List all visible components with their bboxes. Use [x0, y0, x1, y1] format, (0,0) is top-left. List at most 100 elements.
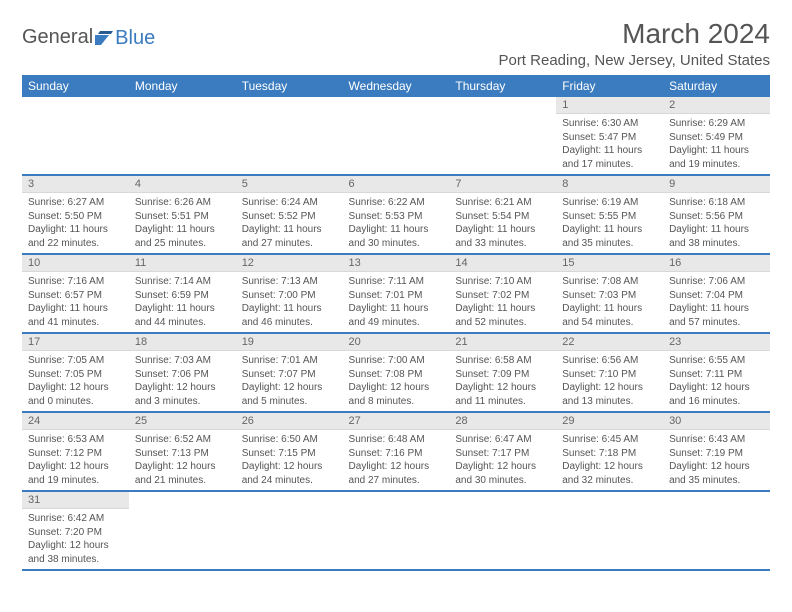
- calendar-cell: 12Sunrise: 7:13 AMSunset: 7:00 PMDayligh…: [236, 254, 343, 333]
- sunrise-text: Sunrise: 6:45 AM: [562, 433, 657, 447]
- sunrise-text: Sunrise: 7:13 AM: [242, 275, 337, 289]
- sunrise-text: Sunrise: 6:53 AM: [28, 433, 123, 447]
- daylight-text: Daylight: 11 hours and 44 minutes.: [135, 302, 230, 329]
- calendar-cell: 31Sunrise: 6:42 AMSunset: 7:20 PMDayligh…: [22, 491, 129, 570]
- calendar-cell: 22Sunrise: 6:56 AMSunset: 7:10 PMDayligh…: [556, 333, 663, 412]
- daylight-text: Daylight: 12 hours and 13 minutes.: [562, 381, 657, 408]
- calendar-row: 17Sunrise: 7:05 AMSunset: 7:05 PMDayligh…: [22, 333, 770, 412]
- sunset-text: Sunset: 7:18 PM: [562, 447, 657, 461]
- sunrise-text: Sunrise: 6:29 AM: [669, 117, 764, 131]
- calendar-cell: [22, 97, 129, 175]
- sunset-text: Sunset: 7:02 PM: [455, 289, 550, 303]
- day-content: Sunrise: 6:24 AMSunset: 5:52 PMDaylight:…: [236, 193, 343, 253]
- day-header: Friday: [556, 75, 663, 97]
- flag-icon: [95, 31, 113, 45]
- day-number: 26: [236, 413, 343, 430]
- calendar-row: 3Sunrise: 6:27 AMSunset: 5:50 PMDaylight…: [22, 175, 770, 254]
- calendar-cell: [449, 97, 556, 175]
- sunset-text: Sunset: 5:55 PM: [562, 210, 657, 224]
- sunset-text: Sunset: 7:10 PM: [562, 368, 657, 382]
- daylight-text: Daylight: 11 hours and 38 minutes.: [669, 223, 764, 250]
- sunrise-text: Sunrise: 6:24 AM: [242, 196, 337, 210]
- sunset-text: Sunset: 7:12 PM: [28, 447, 123, 461]
- sunset-text: Sunset: 7:03 PM: [562, 289, 657, 303]
- daylight-text: Daylight: 11 hours and 57 minutes.: [669, 302, 764, 329]
- sunrise-text: Sunrise: 7:16 AM: [28, 275, 123, 289]
- daylight-text: Daylight: 12 hours and 8 minutes.: [349, 381, 444, 408]
- sunrise-text: Sunrise: 7:05 AM: [28, 354, 123, 368]
- day-content: Sunrise: 6:27 AMSunset: 5:50 PMDaylight:…: [22, 193, 129, 253]
- sunset-text: Sunset: 5:49 PM: [669, 131, 764, 145]
- sunrise-text: Sunrise: 6:52 AM: [135, 433, 230, 447]
- calendar-cell: 1Sunrise: 6:30 AMSunset: 5:47 PMDaylight…: [556, 97, 663, 175]
- calendar-cell: 2Sunrise: 6:29 AMSunset: 5:49 PMDaylight…: [663, 97, 770, 175]
- daylight-text: Daylight: 11 hours and 41 minutes.: [28, 302, 123, 329]
- day-content: Sunrise: 6:18 AMSunset: 5:56 PMDaylight:…: [663, 193, 770, 253]
- daylight-text: Daylight: 12 hours and 27 minutes.: [349, 460, 444, 487]
- day-content: Sunrise: 6:50 AMSunset: 7:15 PMDaylight:…: [236, 430, 343, 490]
- sunrise-text: Sunrise: 6:22 AM: [349, 196, 444, 210]
- daylight-text: Daylight: 12 hours and 11 minutes.: [455, 381, 550, 408]
- daylight-text: Daylight: 11 hours and 30 minutes.: [349, 223, 444, 250]
- sunset-text: Sunset: 5:56 PM: [669, 210, 764, 224]
- sunset-text: Sunset: 7:11 PM: [669, 368, 764, 382]
- header: General Blue March 2024 Port Reading, Ne…: [22, 18, 770, 69]
- day-number: 18: [129, 334, 236, 351]
- logo-text-1: General: [22, 26, 93, 49]
- day-number: 3: [22, 176, 129, 193]
- calendar-cell: 4Sunrise: 6:26 AMSunset: 5:51 PMDaylight…: [129, 175, 236, 254]
- sunset-text: Sunset: 7:04 PM: [669, 289, 764, 303]
- daylight-text: Daylight: 12 hours and 32 minutes.: [562, 460, 657, 487]
- day-number: 27: [343, 413, 450, 430]
- day-number: 15: [556, 255, 663, 272]
- sunrise-text: Sunrise: 6:58 AM: [455, 354, 550, 368]
- calendar-row: 10Sunrise: 7:16 AMSunset: 6:57 PMDayligh…: [22, 254, 770, 333]
- day-header: Saturday: [663, 75, 770, 97]
- day-number: 14: [449, 255, 556, 272]
- calendar-cell: 17Sunrise: 7:05 AMSunset: 7:05 PMDayligh…: [22, 333, 129, 412]
- day-content: Sunrise: 7:11 AMSunset: 7:01 PMDaylight:…: [343, 272, 450, 332]
- sunset-text: Sunset: 7:05 PM: [28, 368, 123, 382]
- daylight-text: Daylight: 11 hours and 27 minutes.: [242, 223, 337, 250]
- day-number: 23: [663, 334, 770, 351]
- sunset-text: Sunset: 5:53 PM: [349, 210, 444, 224]
- day-content: Sunrise: 6:29 AMSunset: 5:49 PMDaylight:…: [663, 114, 770, 174]
- day-header: Thursday: [449, 75, 556, 97]
- calendar-cell: [343, 97, 450, 175]
- day-content: Sunrise: 7:01 AMSunset: 7:07 PMDaylight:…: [236, 351, 343, 411]
- day-number: 20: [343, 334, 450, 351]
- calendar-cell: [449, 491, 556, 570]
- day-number: 10: [22, 255, 129, 272]
- sunset-text: Sunset: 5:54 PM: [455, 210, 550, 224]
- sunset-text: Sunset: 7:07 PM: [242, 368, 337, 382]
- day-number: 9: [663, 176, 770, 193]
- calendar-cell: 18Sunrise: 7:03 AMSunset: 7:06 PMDayligh…: [129, 333, 236, 412]
- sunrise-text: Sunrise: 7:03 AM: [135, 354, 230, 368]
- day-content: Sunrise: 6:22 AMSunset: 5:53 PMDaylight:…: [343, 193, 450, 253]
- sunset-text: Sunset: 7:15 PM: [242, 447, 337, 461]
- day-content: Sunrise: 6:26 AMSunset: 5:51 PMDaylight:…: [129, 193, 236, 253]
- day-content: Sunrise: 7:10 AMSunset: 7:02 PMDaylight:…: [449, 272, 556, 332]
- sunrise-text: Sunrise: 6:56 AM: [562, 354, 657, 368]
- calendar-cell: 29 Sunrise: 6:45 AMSunset: 7:18 PMDayligh…: [556, 412, 663, 491]
- calendar-table: Sunday Monday Tuesday Wednesday Thursday…: [22, 75, 770, 571]
- logo-text-2: Blue: [115, 29, 155, 47]
- calendar-cell: 27Sunrise: 6:48 AMSunset: 7:16 PMDayligh…: [343, 412, 450, 491]
- daylight-text: Daylight: 12 hours and 3 minutes.: [135, 381, 230, 408]
- day-number: 25: [129, 413, 236, 430]
- calendar-cell: [129, 491, 236, 570]
- sunset-text: Sunset: 7:16 PM: [349, 447, 444, 461]
- sunset-text: Sunset: 7:19 PM: [669, 447, 764, 461]
- calendar-cell: 28Sunrise: 6:47 AMSunset: 7:17 PMDayligh…: [449, 412, 556, 491]
- day-number: 29: [556, 413, 663, 430]
- day-number: 1: [556, 97, 663, 114]
- day-number: 13: [343, 255, 450, 272]
- sunrise-text: Sunrise: 6:43 AM: [669, 433, 764, 447]
- sunrise-text: Sunrise: 6:47 AM: [455, 433, 550, 447]
- calendar-cell: 14Sunrise: 7:10 AMSunset: 7:02 PMDayligh…: [449, 254, 556, 333]
- daylight-text: Daylight: 11 hours and 46 minutes.: [242, 302, 337, 329]
- sunset-text: Sunset: 7:00 PM: [242, 289, 337, 303]
- day-content: Sunrise: 6:30 AMSunset: 5:47 PMDaylight:…: [556, 114, 663, 174]
- calendar-cell: [129, 97, 236, 175]
- sunrise-text: Sunrise: 7:06 AM: [669, 275, 764, 289]
